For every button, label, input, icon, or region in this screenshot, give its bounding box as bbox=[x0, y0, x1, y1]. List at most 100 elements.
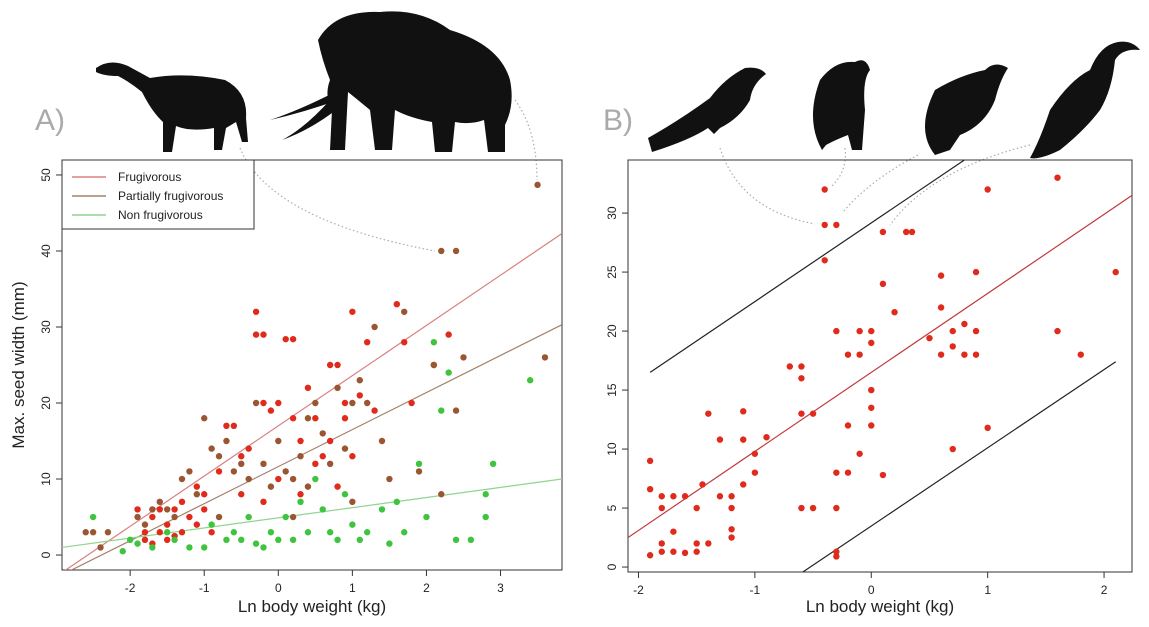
point bbox=[542, 354, 548, 360]
point bbox=[891, 309, 897, 315]
point bbox=[386, 540, 392, 546]
x-tick-label: 2 bbox=[1101, 583, 1108, 597]
point bbox=[290, 514, 296, 520]
point bbox=[312, 415, 318, 421]
point bbox=[693, 505, 699, 511]
point bbox=[822, 222, 828, 228]
point bbox=[647, 552, 653, 558]
point bbox=[647, 458, 653, 464]
point bbox=[868, 422, 874, 428]
point bbox=[822, 257, 828, 263]
point bbox=[283, 468, 289, 474]
legend-label: Partially frugivorous bbox=[118, 189, 223, 203]
point bbox=[659, 540, 665, 546]
point bbox=[659, 549, 665, 555]
point bbox=[342, 445, 348, 451]
point bbox=[798, 375, 804, 381]
x-tick-label: 0 bbox=[275, 581, 282, 595]
point bbox=[705, 410, 711, 416]
point bbox=[142, 537, 148, 543]
point bbox=[938, 304, 944, 310]
point bbox=[401, 309, 407, 315]
point bbox=[171, 537, 177, 543]
y-tick-label: 10 bbox=[39, 472, 53, 486]
point bbox=[401, 339, 407, 345]
panel-label: A) bbox=[35, 104, 65, 137]
point bbox=[693, 540, 699, 546]
point bbox=[798, 410, 804, 416]
y-tick-label: 5 bbox=[605, 504, 619, 511]
point bbox=[717, 493, 723, 499]
point bbox=[416, 468, 422, 474]
y-tick-label: 30 bbox=[605, 206, 619, 220]
point bbox=[327, 529, 333, 535]
point bbox=[868, 387, 874, 393]
y-tick-label: 40 bbox=[39, 244, 53, 258]
point bbox=[833, 505, 839, 511]
point bbox=[320, 506, 326, 512]
point bbox=[460, 354, 466, 360]
point bbox=[973, 328, 979, 334]
point bbox=[157, 506, 163, 512]
arrow bbox=[890, 145, 1030, 225]
point bbox=[349, 453, 355, 459]
point bbox=[290, 415, 296, 421]
figure: A)-2-1012301020304050Ln body weight (kg)… bbox=[0, 0, 1149, 622]
point bbox=[371, 407, 377, 413]
point bbox=[208, 521, 214, 527]
point bbox=[810, 505, 816, 511]
x-axis-label: Ln body weight (kg) bbox=[806, 597, 954, 616]
point bbox=[752, 451, 758, 457]
point bbox=[290, 336, 296, 342]
point bbox=[142, 521, 148, 527]
point bbox=[984, 425, 990, 431]
point bbox=[833, 328, 839, 334]
point bbox=[97, 544, 103, 550]
point bbox=[171, 514, 177, 520]
point bbox=[245, 476, 251, 482]
point bbox=[1078, 351, 1084, 357]
point bbox=[275, 438, 281, 444]
point bbox=[134, 514, 140, 520]
point bbox=[283, 336, 289, 342]
point bbox=[201, 506, 207, 512]
point bbox=[647, 486, 653, 492]
point bbox=[490, 461, 496, 467]
point bbox=[238, 537, 244, 543]
point bbox=[231, 529, 237, 535]
point bbox=[453, 407, 459, 413]
point bbox=[223, 438, 229, 444]
point bbox=[394, 499, 400, 505]
point bbox=[856, 351, 862, 357]
point bbox=[164, 521, 170, 527]
point bbox=[423, 514, 429, 520]
point bbox=[223, 537, 229, 543]
point bbox=[856, 451, 862, 457]
point bbox=[305, 415, 311, 421]
point bbox=[431, 362, 437, 368]
arrow bbox=[832, 148, 845, 186]
point bbox=[216, 514, 222, 520]
point bbox=[90, 514, 96, 520]
point bbox=[334, 537, 340, 543]
point bbox=[120, 548, 126, 554]
point bbox=[142, 529, 148, 535]
point bbox=[438, 407, 444, 413]
point bbox=[275, 400, 281, 406]
point bbox=[253, 309, 259, 315]
point bbox=[752, 469, 758, 475]
point bbox=[149, 544, 155, 550]
point bbox=[349, 309, 355, 315]
point bbox=[401, 529, 407, 535]
x-tick-label: -1 bbox=[750, 583, 761, 597]
fit-line bbox=[62, 479, 562, 547]
point bbox=[260, 499, 266, 505]
point bbox=[938, 351, 944, 357]
point bbox=[438, 248, 444, 254]
point bbox=[349, 400, 355, 406]
arrow bbox=[720, 148, 815, 224]
arrow bbox=[240, 148, 435, 251]
point bbox=[134, 540, 140, 546]
point bbox=[201, 544, 207, 550]
point bbox=[342, 400, 348, 406]
